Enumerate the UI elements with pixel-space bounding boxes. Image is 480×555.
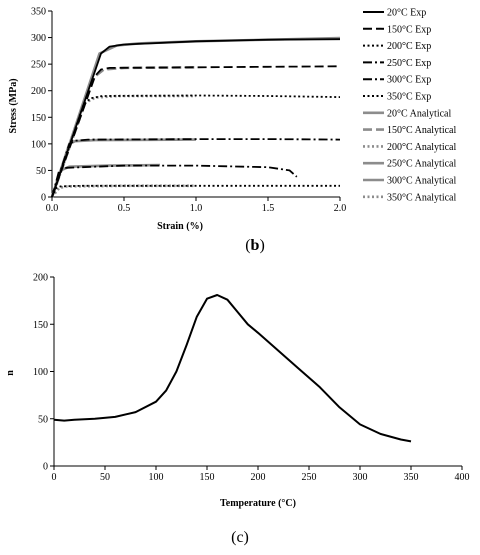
legend-label: 350°C Exp — [387, 92, 431, 103]
legend-label: 150°C Analytical — [387, 125, 456, 136]
chart-b: 0.0 0.5 1.0 1.5 2.0 0 50 100 150 200 250 300 350 20°… — [8, 7, 456, 255]
b-series-line — [50, 36, 341, 198]
b-y-tick-label: 350 — [31, 7, 46, 18]
b-series-line — [50, 163, 161, 198]
legend-label: 200°C Analytical — [387, 142, 456, 153]
b-y-tick-label: 200 — [31, 86, 46, 97]
c-x-tick-label: 300 — [353, 472, 368, 483]
chart-b-axes — [48, 10, 341, 201]
legend-label: 20°C Analytical — [387, 108, 451, 119]
c-x-tick-label: 150 — [200, 472, 215, 483]
c-y-tick-label: 200 — [33, 273, 48, 284]
c-y-tick-label: 150 — [33, 320, 48, 331]
chart-b-x-axis-label: Strain (%) — [157, 221, 203, 232]
legend-label: 250°C Exp — [387, 58, 431, 69]
c-y-tick-label: 100 — [33, 367, 48, 378]
b-series-line — [51, 184, 340, 198]
b-y-tick-label: 250 — [31, 60, 46, 71]
b-series-line — [51, 94, 341, 198]
b-x-tick-label: 1.0 — [190, 203, 203, 214]
b-y-tick-label: 0 — [41, 193, 46, 204]
chart-c-series-group — [53, 294, 412, 443]
b-series-line — [50, 184, 196, 198]
b-x-tick-label: 1.5 — [262, 203, 275, 214]
legend-label: 300°C Analytical — [387, 176, 456, 187]
c-x-tick-label: 0 — [52, 472, 57, 483]
b-y-tick-label: 300 — [31, 33, 46, 44]
legend-label: 200°C Exp — [387, 41, 431, 52]
legend-label: 300°C Exp — [387, 75, 431, 86]
b-series-line — [51, 65, 341, 198]
legend-label: 250°C Analytical — [387, 159, 456, 170]
c-x-tick-label: 250 — [302, 472, 317, 483]
b-y-tick-label: 100 — [31, 139, 46, 150]
legend-label: 150°C Exp — [387, 24, 431, 35]
chart-c: 0 50 100 150 200 250 300 350 400 0 50 100 150 200 Tem… — [5, 273, 470, 547]
c-series-line — [53, 294, 412, 443]
chart-b-tick-labels: 0.0 0.5 1.0 1.5 2.0 0 50 100 150 200 250 300 350 — [31, 7, 346, 215]
legend-label: 20°C Exp — [387, 8, 426, 19]
c-x-tick-label: 350 — [404, 472, 419, 483]
c-y-tick-label: 50 — [38, 414, 48, 425]
chart-c-x-axis-label: Temperature (°C) — [220, 498, 296, 509]
b-x-tick-label: 2.0 — [334, 203, 347, 214]
c-x-tick-label: 100 — [149, 472, 164, 483]
legend-label: 350°C Analytical — [387, 192, 456, 203]
b-series-line — [51, 38, 341, 198]
b-series-line — [51, 164, 298, 198]
chart-c-panel-label: (c) — [231, 529, 249, 546]
b-y-tick-label: 50 — [36, 166, 46, 177]
chart-c-y-axis-label: n — [5, 370, 16, 376]
chart-c-axes — [50, 276, 463, 470]
c-x-tick-label: 50 — [100, 472, 110, 483]
chart-c-tick-labels: 0 50 100 150 200 250 300 350 400 0 50 100 150 200 — [33, 273, 470, 484]
c-x-tick-label: 400 — [455, 472, 470, 483]
chart-b-legend: 20°C Exp 150°C Exp 200°C Exp 250°C Exp 300°C… — [363, 8, 456, 203]
chart-b-panel-label: (b) — [245, 237, 265, 254]
chart-b-series-group — [50, 36, 341, 198]
c-x-tick-label: 200 — [251, 472, 266, 483]
chart-b-y-axis-label: Stress (MPa) — [8, 78, 19, 133]
b-x-tick-label: 0.0 — [46, 203, 59, 214]
b-x-tick-label: 0.5 — [118, 203, 131, 214]
b-series-line — [51, 138, 341, 198]
c-y-tick-label: 0 — [43, 462, 48, 473]
b-series-line — [50, 94, 196, 198]
b-y-tick-label: 150 — [31, 113, 46, 124]
